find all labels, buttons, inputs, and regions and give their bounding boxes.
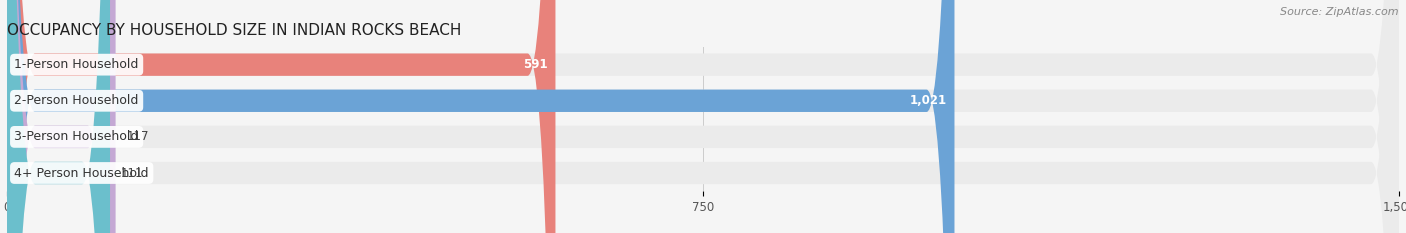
Text: 1-Person Household: 1-Person Household xyxy=(14,58,139,71)
Text: 3-Person Household: 3-Person Household xyxy=(14,130,139,143)
Text: 117: 117 xyxy=(127,130,149,143)
Text: 591: 591 xyxy=(523,58,548,71)
FancyBboxPatch shape xyxy=(7,0,1399,233)
FancyBboxPatch shape xyxy=(7,0,1399,233)
Text: 1,021: 1,021 xyxy=(910,94,948,107)
FancyBboxPatch shape xyxy=(7,0,110,233)
FancyBboxPatch shape xyxy=(7,0,1399,233)
Text: 2-Person Household: 2-Person Household xyxy=(14,94,139,107)
FancyBboxPatch shape xyxy=(7,0,1399,233)
FancyBboxPatch shape xyxy=(7,0,115,233)
Text: 4+ Person Household: 4+ Person Household xyxy=(14,167,149,179)
Text: 111: 111 xyxy=(121,167,143,179)
Text: OCCUPANCY BY HOUSEHOLD SIZE IN INDIAN ROCKS BEACH: OCCUPANCY BY HOUSEHOLD SIZE IN INDIAN RO… xyxy=(7,24,461,38)
FancyBboxPatch shape xyxy=(7,0,555,233)
FancyBboxPatch shape xyxy=(7,0,955,233)
Text: Source: ZipAtlas.com: Source: ZipAtlas.com xyxy=(1281,7,1399,17)
